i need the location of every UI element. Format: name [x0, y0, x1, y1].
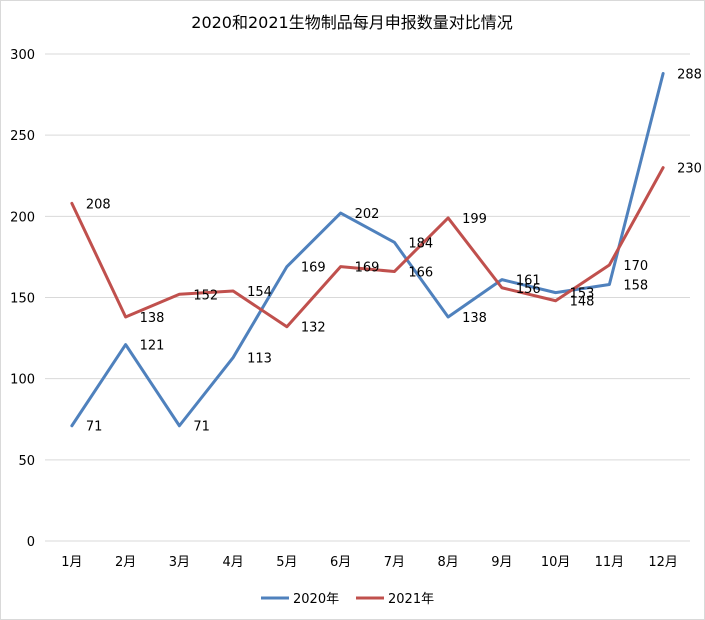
- x-tick-label: 12月: [648, 555, 678, 570]
- x-tick-label: 1月: [61, 555, 82, 570]
- x-axis-ticks: 1月 2月 3月 4月 5月 6月 7月 8月 9月 10月 11月 12月: [61, 555, 678, 570]
- data-label: 170: [623, 259, 648, 274]
- data-label: 138: [140, 311, 165, 326]
- y-tick-label: 200: [10, 210, 35, 225]
- data-label: 169: [355, 261, 380, 276]
- data-label: 208: [86, 197, 111, 212]
- legend-label: 2021年: [388, 592, 434, 607]
- chart-title: 2020和2021生物制品每月申报数量对比情况: [191, 13, 512, 32]
- y-axis-ticks: 0 50 100 150 200 250 300: [10, 48, 35, 550]
- data-label: 199: [462, 212, 487, 227]
- y-tick-label: 50: [18, 454, 35, 469]
- data-label: 202: [355, 207, 380, 222]
- y-tick-label: 100: [10, 373, 35, 388]
- y-tick-label: 0: [27, 535, 35, 550]
- data-label: 169: [301, 261, 326, 276]
- data-label: 113: [247, 352, 272, 367]
- data-labels: 71 121 71 113 169 202 184 138 161 153 158 288 208 138…: [86, 67, 702, 434]
- data-label: 138: [462, 311, 487, 326]
- y-tick-label: 250: [10, 129, 35, 144]
- data-label: 153: [570, 287, 595, 302]
- data-label: 230: [677, 162, 702, 177]
- series-line: [70, 71, 665, 428]
- data-label: 154: [247, 285, 272, 300]
- series-lines: [70, 71, 665, 428]
- data-label: 148: [570, 295, 595, 310]
- data-label: 166: [408, 266, 433, 281]
- data-label: 121: [140, 339, 165, 354]
- y-tick-label: 150: [10, 292, 35, 307]
- x-tick-label: 3月: [169, 555, 190, 570]
- gridlines: [45, 53, 690, 542]
- data-label: 71: [193, 420, 210, 435]
- data-label: 132: [301, 321, 326, 336]
- data-label: 152: [193, 288, 218, 303]
- series-line: [70, 166, 665, 329]
- x-tick-label: 11月: [595, 555, 625, 570]
- y-tick-label: 300: [10, 48, 35, 63]
- x-tick-label: 2月: [115, 555, 136, 570]
- data-label: 71: [86, 420, 103, 435]
- data-label: 184: [408, 236, 433, 251]
- x-tick-label: 10月: [541, 555, 571, 570]
- x-tick-label: 6月: [330, 555, 351, 570]
- x-tick-label: 9月: [491, 555, 512, 570]
- x-tick-label: 5月: [276, 555, 297, 570]
- data-label: 158: [623, 279, 648, 294]
- x-tick-label: 8月: [437, 555, 458, 570]
- legend: 2020年 2021年: [261, 592, 434, 607]
- data-label: 156: [516, 282, 541, 297]
- data-label: 288: [677, 67, 702, 82]
- legend-label: 2020年: [293, 592, 339, 607]
- x-tick-label: 4月: [222, 555, 243, 570]
- x-tick-label: 7月: [384, 555, 405, 570]
- data-label: 161: [516, 274, 541, 289]
